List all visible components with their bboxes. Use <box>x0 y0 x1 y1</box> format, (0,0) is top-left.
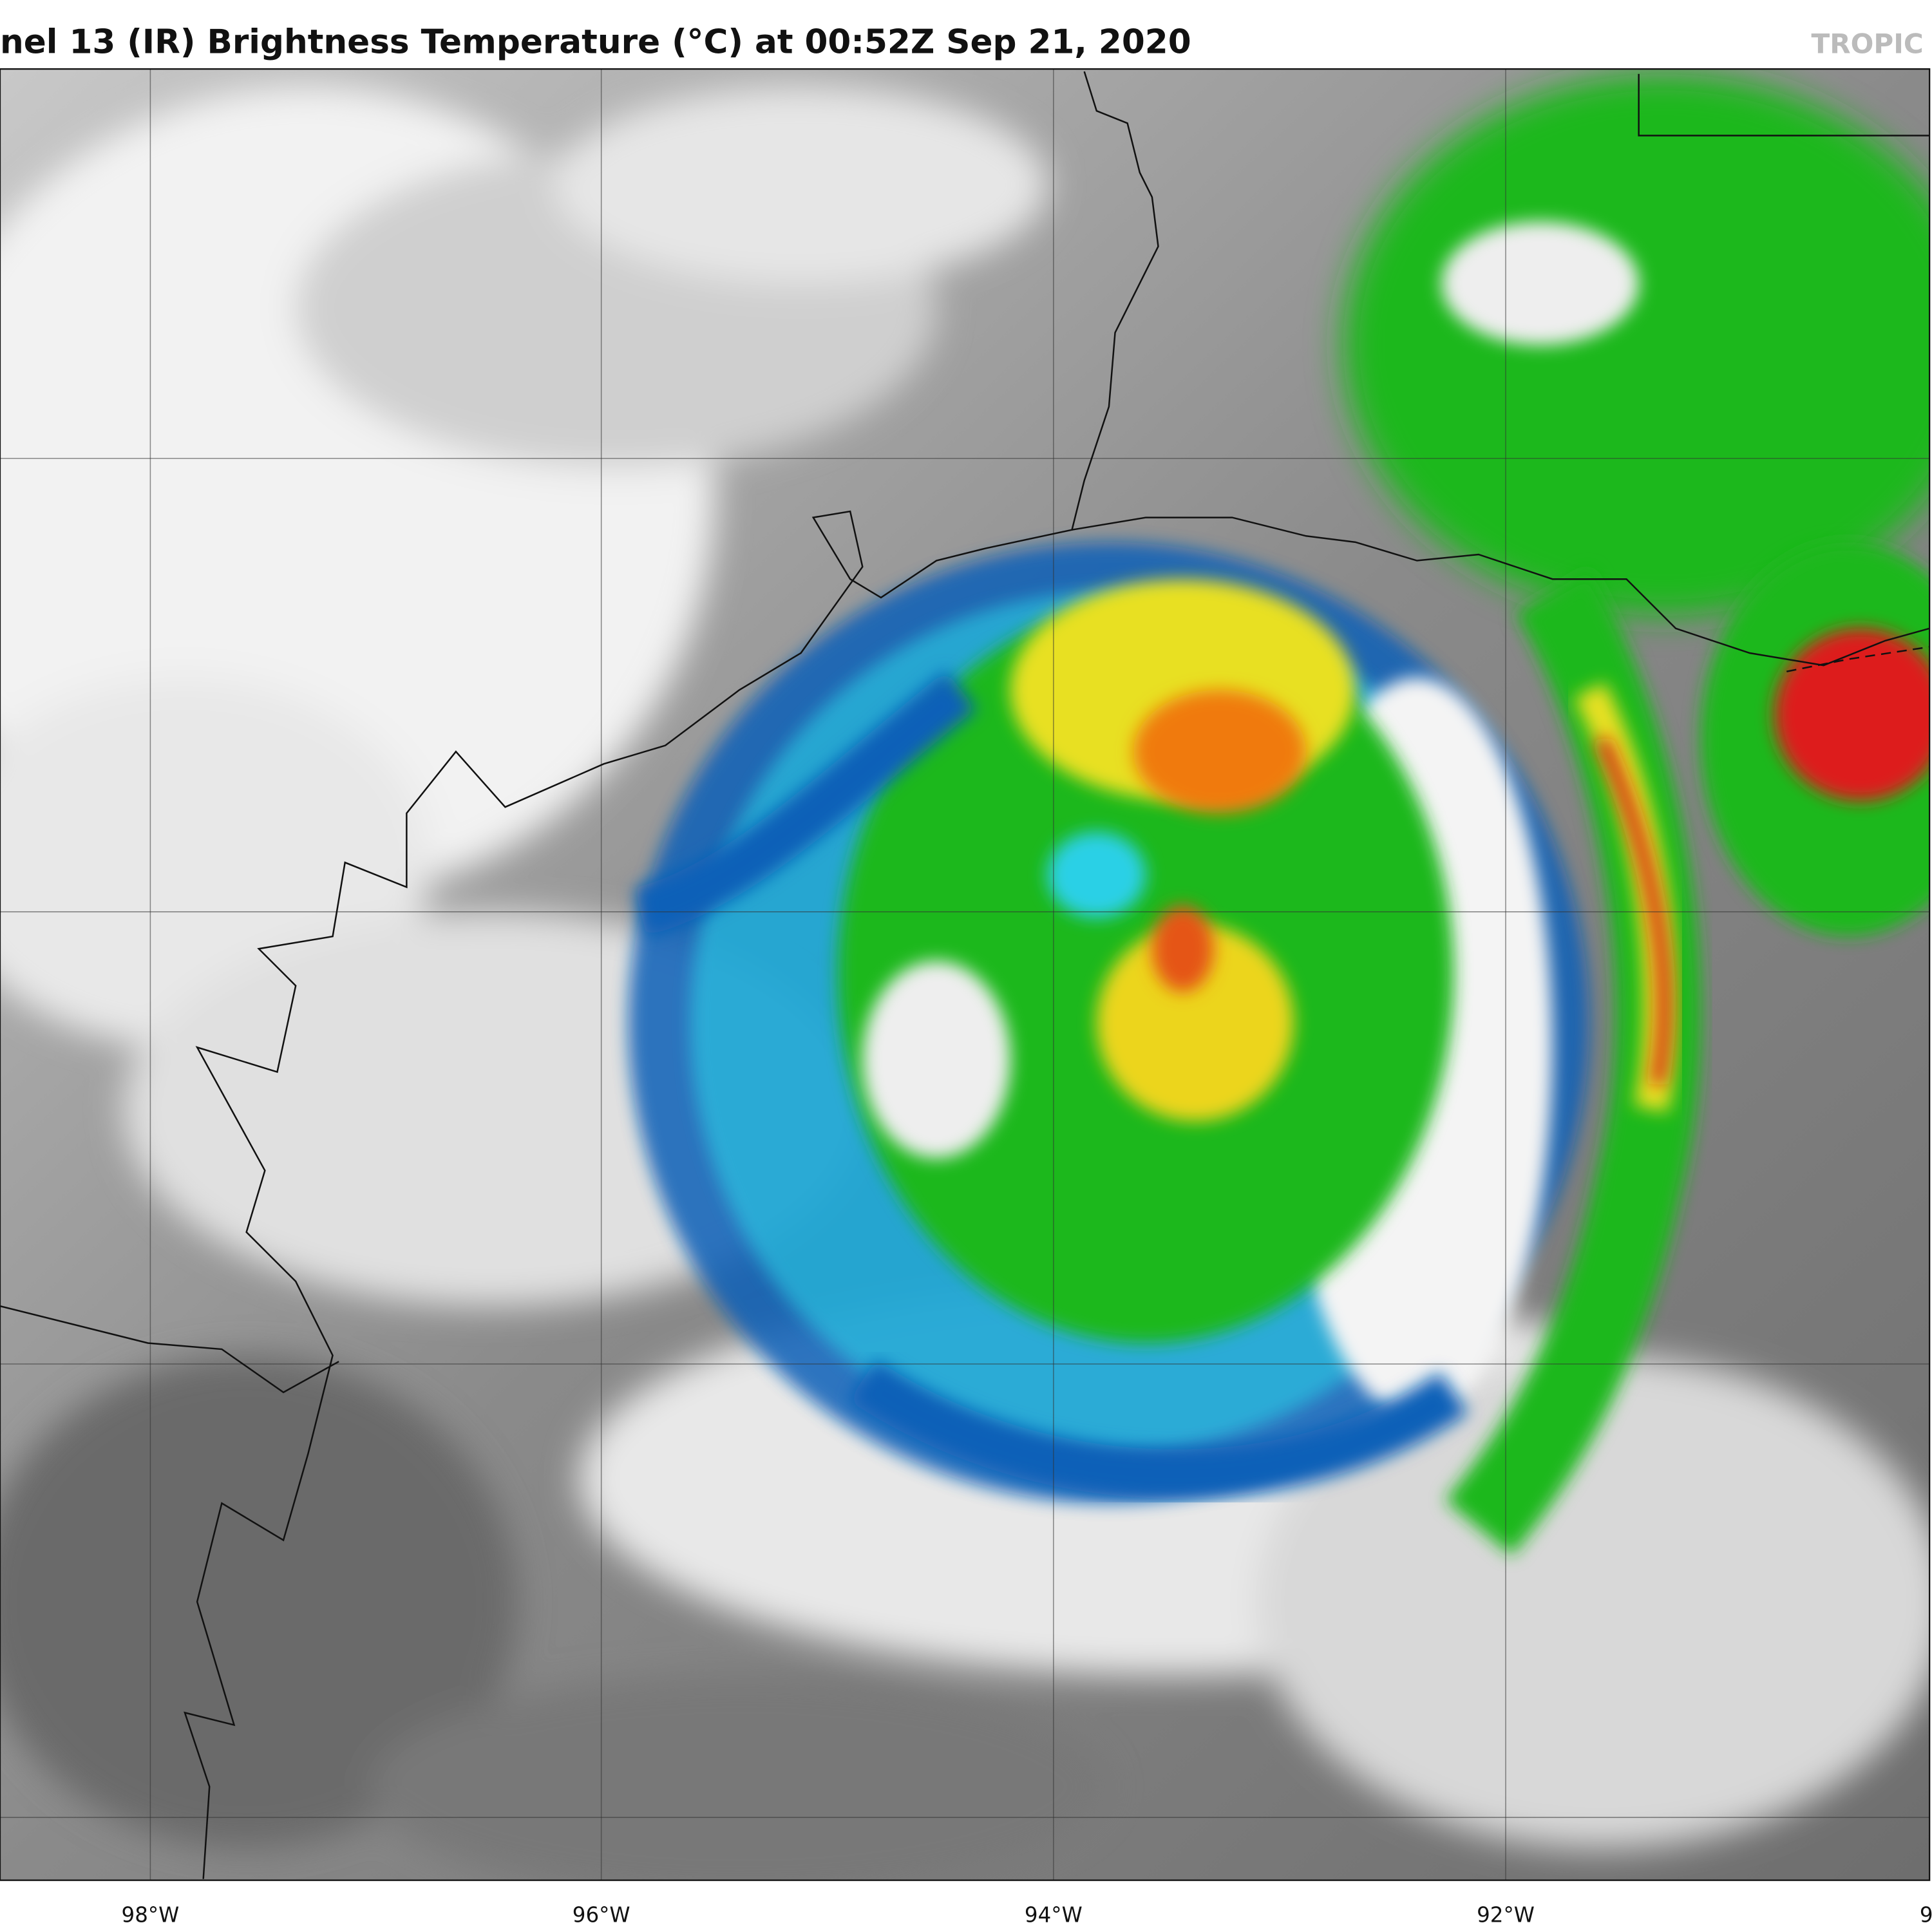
lon-label: 9 <box>1920 1903 1932 1927</box>
coastlines <box>0 71 1930 1879</box>
satellite-imagery <box>0 69 1930 1880</box>
longitude-labels: 98°W 96°W 94°W 92°W 9 <box>122 1903 1932 1927</box>
lon-label: 96°W <box>573 1903 630 1927</box>
lon-label: 94°W <box>1025 1903 1083 1927</box>
map-frame <box>0 68 1931 1881</box>
graticule <box>0 69 1930 1880</box>
watermark: TROPIC <box>1811 28 1923 59</box>
lon-label: 98°W <box>122 1903 180 1927</box>
storm-colors <box>628 73 1930 1556</box>
lon-label: 92°W <box>1477 1903 1535 1927</box>
image-title: nel 13 (IR) Brightness Temperature (°C) … <box>0 23 1191 61</box>
